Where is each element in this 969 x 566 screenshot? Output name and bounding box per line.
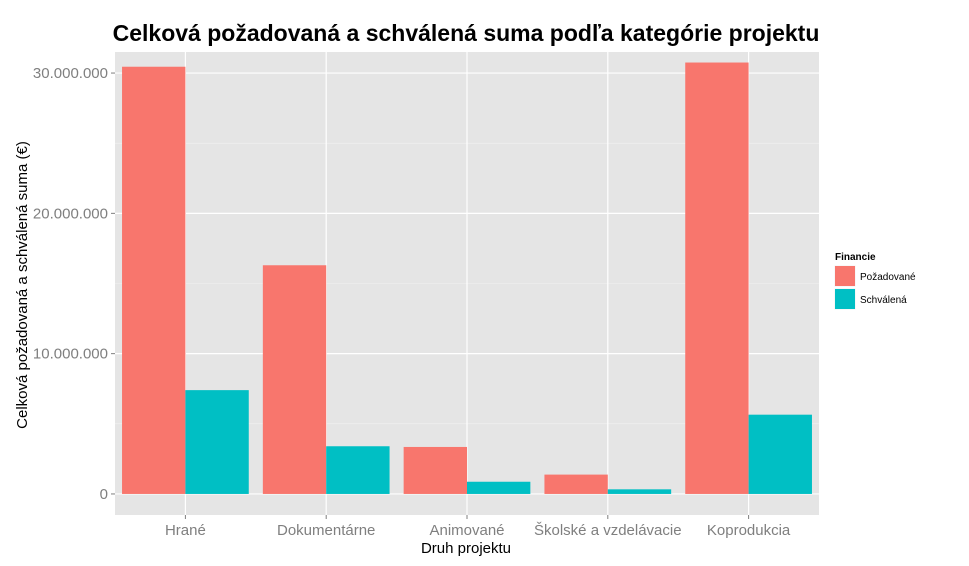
legend-swatch — [835, 289, 855, 309]
x-axis-title: Druh projektu — [421, 540, 511, 557]
legend: Financie Požadované Schválená — [833, 252, 916, 311]
legend-swatch — [835, 266, 855, 286]
bar — [326, 446, 390, 494]
bar — [607, 489, 672, 494]
chart-title: Celková požadovaná a schválená suma podľ… — [113, 20, 820, 46]
y-tick-label: 0 — [100, 486, 108, 503]
bar — [748, 414, 812, 494]
bar — [544, 474, 608, 494]
bar — [185, 390, 249, 494]
y-axis-title: Celková požadovaná a schválená suma (€) — [14, 141, 31, 429]
x-tick-label: Koprodukcia — [707, 522, 791, 539]
x-tick-label: Hrané — [165, 522, 206, 539]
x-tick-label: Školské a vzdelávacie — [534, 522, 682, 539]
legend-label: Požadované — [860, 272, 916, 283]
y-tick-label: 20.000.000 — [33, 205, 108, 222]
x-tick-label: Animované — [429, 522, 504, 539]
legend-item: Požadované — [833, 264, 916, 288]
bar — [122, 66, 186, 494]
x-tick-label: Dokumentárne — [277, 522, 375, 539]
bar — [685, 62, 749, 494]
bar — [467, 481, 531, 494]
legend-item: Schválená — [833, 287, 907, 311]
bar — [262, 265, 327, 494]
y-axis: 0 10.000.000 20.000.000 30.000.000 — [33, 65, 115, 503]
legend-title: Financie — [835, 252, 876, 263]
x-axis: Hrané Dokumentárne Animované Školské a vzde… — [165, 515, 791, 539]
y-tick-label: 30.000.000 — [33, 65, 108, 82]
y-tick-label: 10.000.000 — [33, 346, 108, 363]
bars — [122, 62, 812, 494]
bar — [403, 446, 467, 494]
legend-label: Schválená — [860, 295, 907, 306]
